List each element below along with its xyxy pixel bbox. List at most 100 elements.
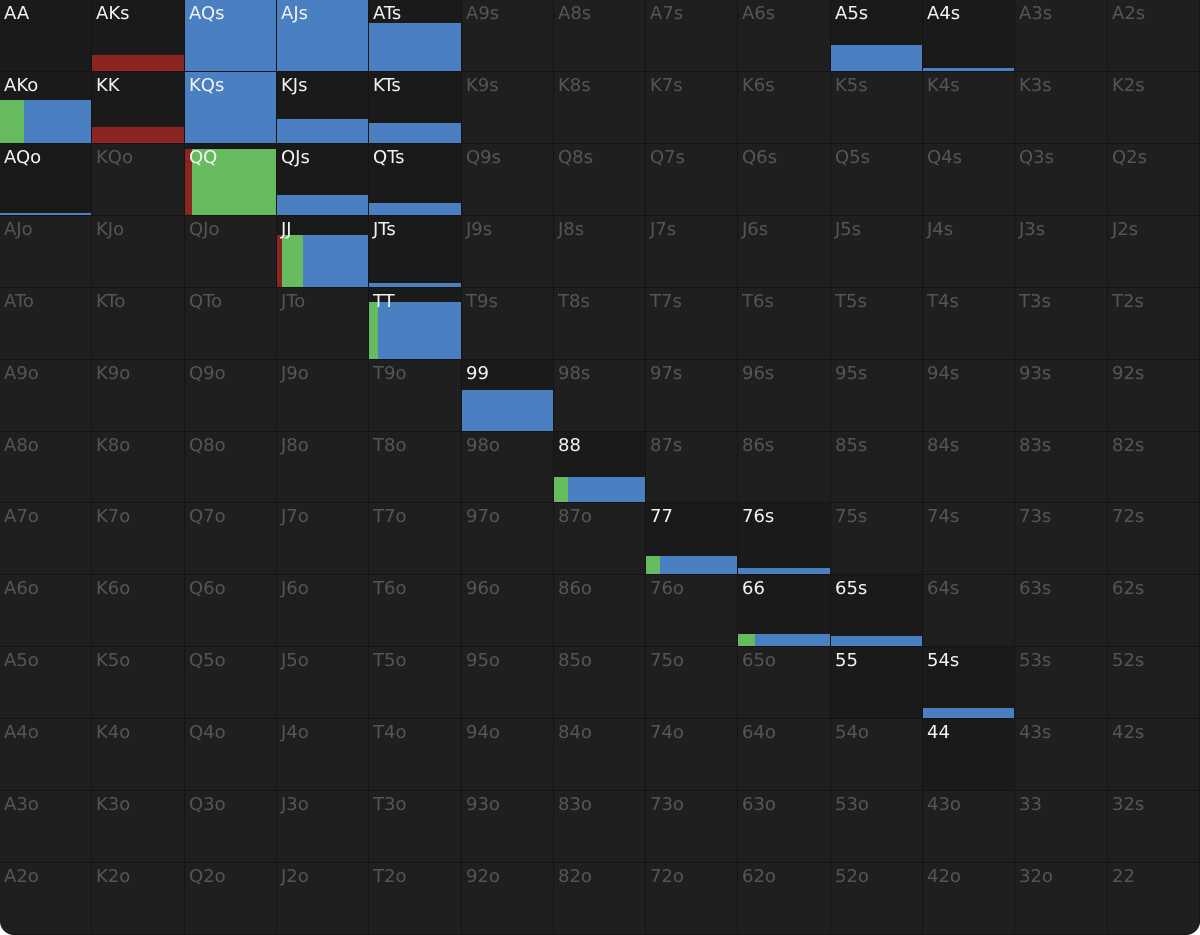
hand-cell-A6s[interactable]: A6s xyxy=(738,0,831,72)
hand-cell-92s[interactable]: 92s xyxy=(1108,360,1200,432)
hand-cell-J4s[interactable]: J4s xyxy=(923,216,1015,288)
hand-cell-Q9s[interactable]: Q9s xyxy=(462,144,554,216)
hand-cell-J2s[interactable]: J2s xyxy=(1108,216,1200,288)
hand-cell-99[interactable]: 99 xyxy=(462,360,554,432)
hand-cell-ATs[interactable]: ATs xyxy=(369,0,462,72)
hand-cell-QJs[interactable]: QJs xyxy=(277,144,369,216)
hand-cell-K2s[interactable]: K2s xyxy=(1108,72,1200,144)
hand-cell-TT[interactable]: TT xyxy=(369,288,462,360)
hand-cell-J8o[interactable]: J8o xyxy=(277,432,369,503)
hand-cell-JTs[interactable]: JTs xyxy=(369,216,462,288)
hand-cell-Q7s[interactable]: Q7s xyxy=(646,144,738,216)
hand-cell-53s[interactable]: 53s xyxy=(1015,647,1108,719)
hand-cell-76o[interactable]: 76o xyxy=(646,575,738,647)
hand-cell-Q6o[interactable]: Q6o xyxy=(185,575,277,647)
hand-cell-QTo[interactable]: QTo xyxy=(185,288,277,360)
hand-cell-A8o[interactable]: A8o xyxy=(0,432,92,503)
hand-cell-J4o[interactable]: J4o xyxy=(277,719,369,791)
hand-cell-J5s[interactable]: J5s xyxy=(831,216,923,288)
hand-cell-J8s[interactable]: J8s xyxy=(554,216,646,288)
hand-cell-T3o[interactable]: T3o xyxy=(369,791,462,863)
hand-cell-Q7o[interactable]: Q7o xyxy=(185,503,277,575)
hand-cell-87o[interactable]: 87o xyxy=(554,503,646,575)
hand-cell-22[interactable]: 22 xyxy=(1108,863,1200,935)
hand-cell-KJo[interactable]: KJo xyxy=(92,216,185,288)
hand-cell-J2o[interactable]: J2o xyxy=(277,863,369,935)
hand-cell-K9o[interactable]: K9o xyxy=(92,360,185,432)
hand-cell-98o[interactable]: 98o xyxy=(462,432,554,503)
hand-cell-83o[interactable]: 83o xyxy=(554,791,646,863)
hand-cell-T5s[interactable]: T5s xyxy=(831,288,923,360)
hand-cell-K7s[interactable]: K7s xyxy=(646,72,738,144)
hand-cell-Q3o[interactable]: Q3o xyxy=(185,791,277,863)
hand-cell-A7o[interactable]: A7o xyxy=(0,503,92,575)
hand-cell-KQo[interactable]: KQo xyxy=(92,144,185,216)
hand-cell-96o[interactable]: 96o xyxy=(462,575,554,647)
hand-cell-Q2s[interactable]: Q2s xyxy=(1108,144,1200,216)
hand-cell-A5s[interactable]: A5s xyxy=(831,0,923,72)
hand-cell-KTs[interactable]: KTs xyxy=(369,72,462,144)
hand-cell-AJo[interactable]: AJo xyxy=(0,216,92,288)
hand-cell-T7s[interactable]: T7s xyxy=(646,288,738,360)
hand-cell-QQ[interactable]: QQ xyxy=(185,144,277,216)
hand-cell-43s[interactable]: 43s xyxy=(1015,719,1108,791)
hand-cell-75s[interactable]: 75s xyxy=(831,503,923,575)
hand-cell-AQo[interactable]: AQo xyxy=(0,144,92,216)
hand-cell-76s[interactable]: 76s xyxy=(738,503,831,575)
hand-cell-44[interactable]: 44 xyxy=(923,719,1015,791)
hand-cell-65o[interactable]: 65o xyxy=(738,647,831,719)
hand-cell-K3o[interactable]: K3o xyxy=(92,791,185,863)
hand-cell-K4s[interactable]: K4s xyxy=(923,72,1015,144)
hand-cell-Q8s[interactable]: Q8s xyxy=(554,144,646,216)
hand-cell-T2o[interactable]: T2o xyxy=(369,863,462,935)
hand-cell-82s[interactable]: 82s xyxy=(1108,432,1200,503)
hand-cell-Q4o[interactable]: Q4o xyxy=(185,719,277,791)
hand-cell-42s[interactable]: 42s xyxy=(1108,719,1200,791)
hand-cell-95o[interactable]: 95o xyxy=(462,647,554,719)
hand-cell-T8s[interactable]: T8s xyxy=(554,288,646,360)
hand-cell-87s[interactable]: 87s xyxy=(646,432,738,503)
hand-cell-J7o[interactable]: J7o xyxy=(277,503,369,575)
hand-cell-72o[interactable]: 72o xyxy=(646,863,738,935)
hand-cell-54o[interactable]: 54o xyxy=(831,719,923,791)
hand-cell-JJ[interactable]: JJ xyxy=(277,216,369,288)
hand-cell-66[interactable]: 66 xyxy=(738,575,831,647)
hand-cell-K7o[interactable]: K7o xyxy=(92,503,185,575)
hand-cell-K8s[interactable]: K8s xyxy=(554,72,646,144)
hand-cell-T3s[interactable]: T3s xyxy=(1015,288,1108,360)
hand-cell-84o[interactable]: 84o xyxy=(554,719,646,791)
hand-cell-64o[interactable]: 64o xyxy=(738,719,831,791)
hand-cell-K3s[interactable]: K3s xyxy=(1015,72,1108,144)
hand-cell-Q6s[interactable]: Q6s xyxy=(738,144,831,216)
hand-cell-AJs[interactable]: AJs xyxy=(277,0,369,72)
hand-cell-42o[interactable]: 42o xyxy=(923,863,1015,935)
hand-cell-86s[interactable]: 86s xyxy=(738,432,831,503)
hand-cell-Q9o[interactable]: Q9o xyxy=(185,360,277,432)
hand-cell-T9s[interactable]: T9s xyxy=(462,288,554,360)
hand-cell-43o[interactable]: 43o xyxy=(923,791,1015,863)
hand-cell-A8s[interactable]: A8s xyxy=(554,0,646,72)
hand-cell-Q4s[interactable]: Q4s xyxy=(923,144,1015,216)
hand-cell-Q8o[interactable]: Q8o xyxy=(185,432,277,503)
hand-cell-74o[interactable]: 74o xyxy=(646,719,738,791)
hand-cell-J9s[interactable]: J9s xyxy=(462,216,554,288)
hand-cell-52s[interactable]: 52s xyxy=(1108,647,1200,719)
hand-cell-KK[interactable]: KK xyxy=(92,72,185,144)
hand-cell-AKs[interactable]: AKs xyxy=(92,0,185,72)
hand-cell-92o[interactable]: 92o xyxy=(462,863,554,935)
hand-cell-J6o[interactable]: J6o xyxy=(277,575,369,647)
hand-cell-K9s[interactable]: K9s xyxy=(462,72,554,144)
hand-cell-A7s[interactable]: A7s xyxy=(646,0,738,72)
hand-cell-KJs[interactable]: KJs xyxy=(277,72,369,144)
hand-cell-A5o[interactable]: A5o xyxy=(0,647,92,719)
hand-cell-82o[interactable]: 82o xyxy=(554,863,646,935)
hand-cell-Q3s[interactable]: Q3s xyxy=(1015,144,1108,216)
hand-cell-A3o[interactable]: A3o xyxy=(0,791,92,863)
hand-cell-86o[interactable]: 86o xyxy=(554,575,646,647)
hand-cell-T9o[interactable]: T9o xyxy=(369,360,462,432)
hand-cell-AA[interactable]: AA xyxy=(0,0,92,72)
hand-cell-J9o[interactable]: J9o xyxy=(277,360,369,432)
hand-cell-A6o[interactable]: A6o xyxy=(0,575,92,647)
hand-cell-72s[interactable]: 72s xyxy=(1108,503,1200,575)
hand-cell-T6s[interactable]: T6s xyxy=(738,288,831,360)
